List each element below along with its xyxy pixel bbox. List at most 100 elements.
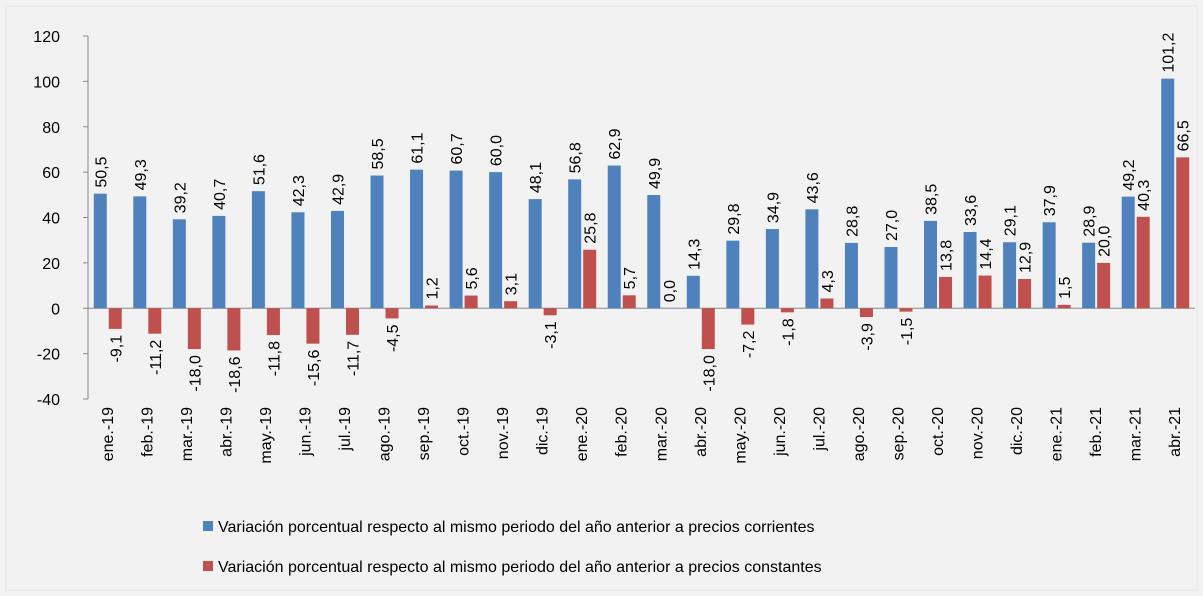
value-label: 60,0 bbox=[489, 135, 506, 166]
y-tick-label: 80 bbox=[42, 120, 60, 137]
bar bbox=[251, 191, 265, 309]
y-tick-label: 20 bbox=[42, 256, 60, 273]
x-tick-label: ene.-19 bbox=[100, 407, 117, 461]
y-tick-label: 100 bbox=[33, 74, 60, 91]
bar bbox=[370, 175, 384, 309]
x-tick-label: feb.-20 bbox=[614, 407, 631, 457]
value-label: 25,8 bbox=[583, 212, 600, 243]
value-label: 50,5 bbox=[93, 156, 110, 187]
bar bbox=[1176, 157, 1190, 309]
x-tick-label: dic.-20 bbox=[1009, 407, 1026, 455]
y-tick-label: 60 bbox=[42, 165, 60, 182]
bar bbox=[820, 298, 834, 309]
plot-frame bbox=[5, 5, 1198, 591]
legend-swatch bbox=[203, 561, 213, 571]
bar bbox=[1042, 222, 1056, 309]
value-label: -11,2 bbox=[148, 340, 165, 375]
bar bbox=[622, 295, 636, 309]
bar bbox=[686, 275, 700, 309]
value-label: -18,0 bbox=[187, 355, 204, 392]
bar bbox=[978, 275, 992, 309]
bar bbox=[1097, 262, 1111, 309]
bar bbox=[1018, 278, 1032, 309]
bar bbox=[765, 229, 779, 309]
bar bbox=[148, 308, 162, 334]
bar bbox=[859, 308, 873, 318]
bar bbox=[741, 308, 755, 325]
value-label: 43,6 bbox=[805, 172, 822, 203]
bar bbox=[607, 165, 621, 309]
value-label: 38,5 bbox=[924, 184, 941, 215]
bar bbox=[1082, 242, 1096, 309]
value-label: 29,8 bbox=[726, 203, 743, 234]
bar bbox=[172, 219, 186, 309]
bar bbox=[528, 199, 542, 309]
legend-swatch bbox=[203, 521, 213, 531]
x-tick-label: abr.-20 bbox=[693, 407, 710, 457]
x-tick-label: dic.-19 bbox=[535, 407, 552, 455]
value-label: 101,2 bbox=[1161, 33, 1178, 73]
x-tick-label: abr.-21 bbox=[1167, 407, 1184, 457]
y-tick-label: 40 bbox=[42, 211, 60, 228]
x-tick-label: nov.-19 bbox=[495, 407, 512, 459]
bar bbox=[227, 308, 241, 351]
value-label: -4,5 bbox=[385, 324, 402, 352]
value-label: 51,6 bbox=[251, 154, 268, 185]
x-tick-label: may.-19 bbox=[258, 407, 275, 464]
bar bbox=[464, 295, 478, 309]
bar bbox=[844, 242, 858, 309]
value-label: 13,8 bbox=[939, 240, 956, 271]
value-label: 28,9 bbox=[1082, 205, 1099, 236]
value-label: 34,9 bbox=[765, 192, 782, 223]
bar bbox=[780, 308, 794, 313]
bar bbox=[1057, 304, 1071, 309]
bar bbox=[701, 308, 715, 350]
value-label: -7,2 bbox=[741, 330, 758, 358]
value-label: 42,9 bbox=[330, 174, 347, 205]
bar bbox=[543, 308, 557, 316]
bar bbox=[939, 276, 953, 309]
value-label: 5,7 bbox=[622, 267, 639, 289]
x-tick-label: nov.-20 bbox=[970, 407, 987, 459]
value-label: 56,8 bbox=[568, 142, 585, 173]
bar bbox=[385, 308, 399, 319]
value-label: 49,2 bbox=[1121, 159, 1138, 190]
value-label: 40,7 bbox=[212, 179, 229, 210]
value-label: -3,1 bbox=[543, 321, 560, 349]
bar bbox=[805, 209, 819, 309]
bar bbox=[449, 170, 463, 309]
value-label: 39,2 bbox=[172, 182, 189, 213]
bar bbox=[345, 308, 359, 335]
x-tick-label: abr.-19 bbox=[218, 407, 235, 457]
value-label: -1,5 bbox=[899, 318, 916, 346]
bar bbox=[583, 249, 597, 309]
value-label: -11,7 bbox=[345, 341, 362, 376]
bar bbox=[899, 308, 913, 312]
value-label: -18,6 bbox=[227, 356, 244, 393]
value-label: 60,7 bbox=[449, 133, 466, 164]
value-label: 14,3 bbox=[686, 239, 703, 270]
x-tick-label: ago.-20 bbox=[851, 407, 868, 461]
bar bbox=[504, 301, 518, 309]
x-tick-label: may.-20 bbox=[732, 407, 749, 464]
value-label: -1,8 bbox=[780, 318, 797, 346]
value-label: 33,6 bbox=[963, 195, 980, 226]
bar bbox=[425, 305, 439, 309]
legend-label: Variación porcentual respecto al mismo p… bbox=[218, 519, 814, 536]
x-tick-label: feb.-21 bbox=[1088, 407, 1105, 457]
bar bbox=[726, 240, 740, 309]
x-tick-label: ene.-21 bbox=[1049, 407, 1066, 461]
value-label: 14,4 bbox=[978, 238, 995, 269]
bar bbox=[291, 212, 305, 309]
value-label: 66,5 bbox=[1176, 120, 1193, 151]
x-tick-label: mar.-19 bbox=[179, 407, 196, 461]
bar bbox=[884, 246, 898, 309]
value-label: 1,2 bbox=[425, 277, 442, 299]
bar bbox=[568, 179, 582, 309]
value-label: -15,6 bbox=[306, 350, 323, 387]
bar bbox=[108, 308, 122, 329]
value-label: 0,0 bbox=[662, 280, 679, 302]
value-label: 42,3 bbox=[291, 175, 308, 206]
value-label: 5,6 bbox=[464, 267, 481, 289]
